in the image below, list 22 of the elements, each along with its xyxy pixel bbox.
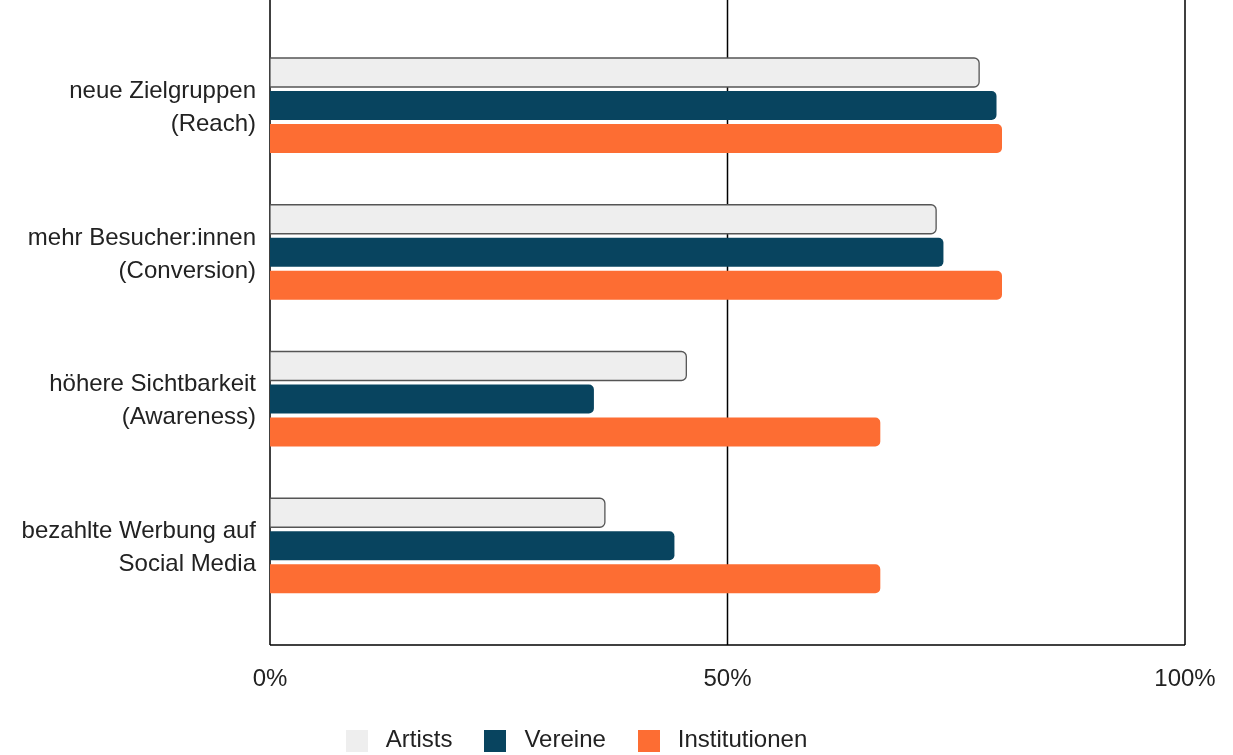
bar [270,384,594,414]
legend-label: Artists [385,725,453,752]
bar [270,124,1002,153]
bar [270,350,687,382]
bar [270,204,937,235]
bar [270,497,606,528]
legend-label: Vereine [524,725,606,752]
y-tick-label: bezahlte Werbung auf Social Media [21,515,257,576]
y-tick-label: höhere Sichtbarkeit (Awareness) [49,368,257,429]
bar [270,270,1002,300]
x-tick-label: 50% [703,664,752,692]
y-tick-label: neue Zielgruppen (Reach) [69,75,256,136]
y-tick-label: mehr Besucher:innen (Conversion) [27,222,256,283]
bar [270,57,980,88]
bar [270,564,881,594]
legend-label: Institutionen [677,725,808,752]
x-tick-label: 100% [1154,664,1216,692]
bar [270,417,881,447]
bar [270,531,675,561]
bar [270,237,944,267]
bar [270,91,997,120]
x-tick-label: 0% [252,664,288,692]
